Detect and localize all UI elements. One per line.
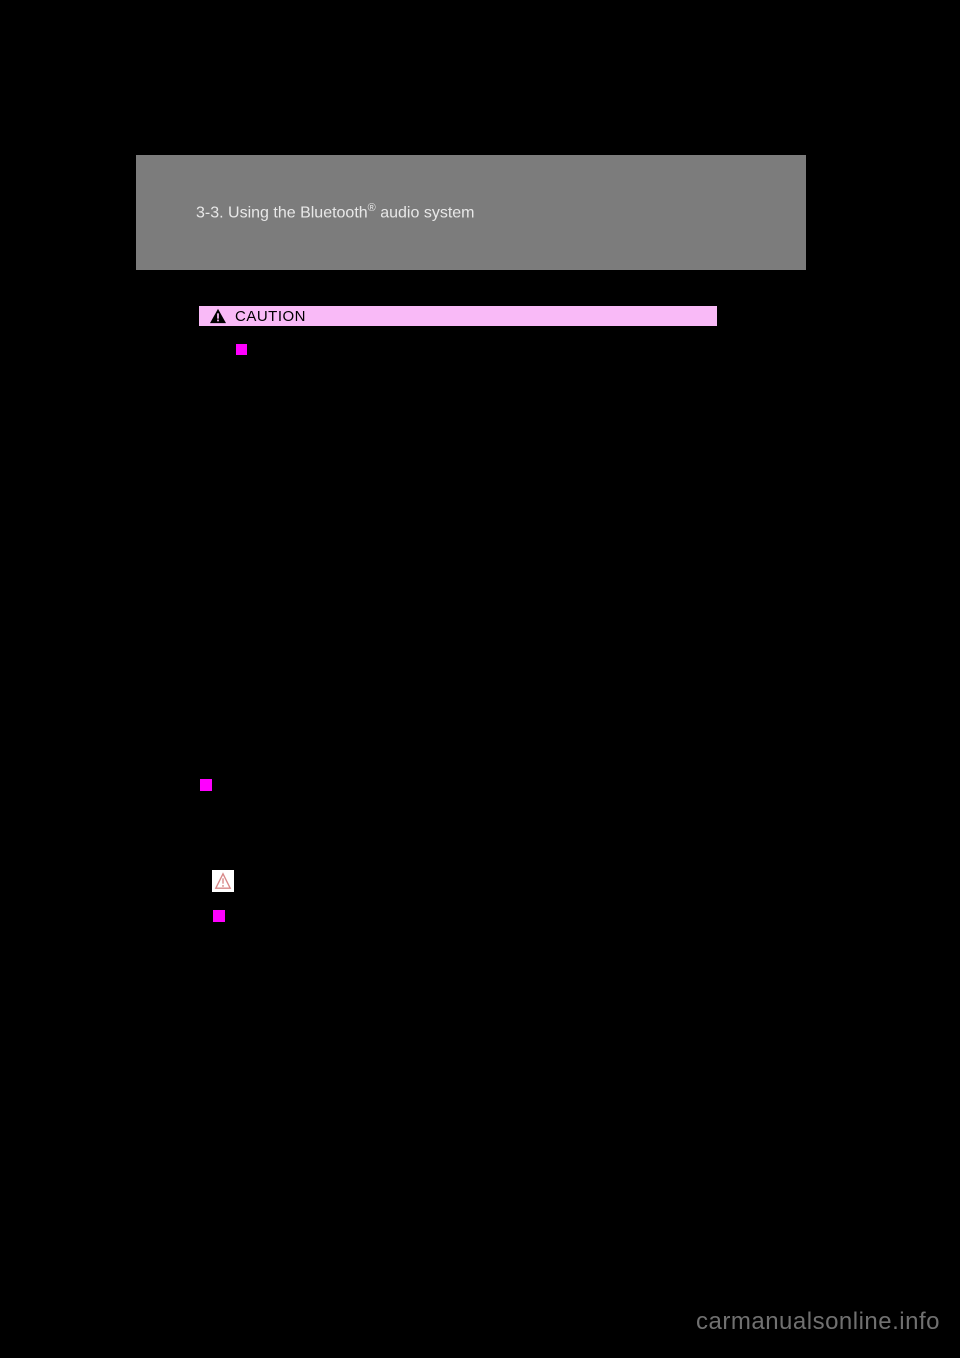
section-header-text: 3-3. Using the Bluetooth® audio system xyxy=(196,202,475,222)
caution-triangle-icon xyxy=(209,308,227,324)
section-number: 3-3. xyxy=(196,205,224,222)
header-title-prefix: Using the Bluetooth xyxy=(224,205,368,222)
square-bullet-icon xyxy=(236,344,247,355)
section-header: 3-3. Using the Bluetooth® audio system xyxy=(136,155,806,270)
header-title-suffix: audio system xyxy=(376,205,475,222)
caution-label: CAUTION xyxy=(235,308,306,325)
warning-triangle-icon xyxy=(212,870,234,892)
square-bullet-icon xyxy=(213,910,225,922)
watermark-text: carmanualsonline.info xyxy=(696,1308,940,1336)
registered-symbol: ® xyxy=(368,202,376,214)
square-bullet-icon xyxy=(200,779,212,791)
caution-header-bar: CAUTION xyxy=(198,305,718,327)
